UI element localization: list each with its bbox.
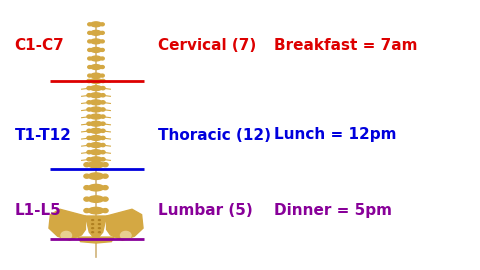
- Ellipse shape: [87, 101, 91, 104]
- Ellipse shape: [90, 129, 102, 133]
- Text: L1-L5: L1-L5: [14, 203, 61, 218]
- Ellipse shape: [101, 122, 105, 125]
- Ellipse shape: [84, 208, 90, 213]
- Ellipse shape: [101, 108, 105, 111]
- Ellipse shape: [102, 208, 108, 213]
- Ellipse shape: [91, 22, 101, 27]
- Text: Dinner = 5pm: Dinner = 5pm: [274, 203, 392, 218]
- Ellipse shape: [102, 197, 108, 201]
- Ellipse shape: [101, 101, 105, 104]
- Ellipse shape: [87, 108, 91, 111]
- Ellipse shape: [87, 122, 91, 125]
- Ellipse shape: [88, 207, 104, 214]
- Ellipse shape: [101, 136, 105, 140]
- Ellipse shape: [88, 184, 104, 191]
- Ellipse shape: [101, 115, 105, 118]
- Ellipse shape: [101, 79, 105, 83]
- Ellipse shape: [84, 197, 90, 201]
- Ellipse shape: [91, 73, 101, 78]
- Ellipse shape: [84, 186, 90, 190]
- Ellipse shape: [87, 158, 91, 161]
- Ellipse shape: [90, 79, 102, 83]
- Polygon shape: [49, 209, 85, 240]
- Ellipse shape: [87, 79, 91, 83]
- Ellipse shape: [88, 31, 92, 34]
- Ellipse shape: [61, 231, 72, 239]
- Ellipse shape: [87, 86, 91, 90]
- Text: Lumbar (5): Lumbar (5): [158, 203, 253, 218]
- Ellipse shape: [100, 40, 104, 43]
- Ellipse shape: [90, 150, 102, 155]
- Ellipse shape: [84, 174, 90, 178]
- Ellipse shape: [90, 107, 102, 112]
- Ellipse shape: [102, 174, 108, 178]
- Text: C1-C7: C1-C7: [14, 38, 64, 53]
- Text: Breakfast = 7am: Breakfast = 7am: [274, 38, 417, 53]
- Ellipse shape: [87, 129, 91, 133]
- Ellipse shape: [88, 74, 92, 77]
- Ellipse shape: [90, 157, 102, 162]
- Ellipse shape: [88, 66, 92, 69]
- Polygon shape: [78, 237, 114, 243]
- Ellipse shape: [90, 86, 102, 90]
- Ellipse shape: [88, 23, 92, 26]
- Polygon shape: [85, 216, 107, 240]
- Text: Thoracic (12): Thoracic (12): [158, 127, 271, 143]
- Ellipse shape: [87, 115, 91, 118]
- Ellipse shape: [88, 173, 104, 179]
- Ellipse shape: [90, 136, 102, 140]
- Ellipse shape: [101, 94, 105, 97]
- Ellipse shape: [88, 161, 104, 168]
- Ellipse shape: [92, 224, 94, 225]
- Ellipse shape: [101, 129, 105, 133]
- Ellipse shape: [101, 158, 105, 161]
- Polygon shape: [107, 209, 143, 240]
- Ellipse shape: [100, 23, 104, 26]
- Ellipse shape: [88, 49, 92, 52]
- Ellipse shape: [91, 48, 101, 52]
- Ellipse shape: [98, 224, 100, 225]
- Ellipse shape: [84, 163, 90, 167]
- Ellipse shape: [102, 186, 108, 190]
- Ellipse shape: [90, 121, 102, 126]
- Ellipse shape: [87, 136, 91, 140]
- Ellipse shape: [90, 100, 102, 105]
- Ellipse shape: [90, 93, 102, 98]
- Ellipse shape: [91, 39, 101, 44]
- Ellipse shape: [90, 143, 102, 147]
- Ellipse shape: [101, 86, 105, 90]
- Ellipse shape: [90, 114, 102, 119]
- Ellipse shape: [100, 74, 104, 77]
- Text: T1-T12: T1-T12: [14, 127, 71, 143]
- Ellipse shape: [88, 196, 104, 202]
- Text: Cervical (7): Cervical (7): [158, 38, 257, 53]
- Ellipse shape: [88, 57, 92, 60]
- Ellipse shape: [91, 56, 101, 61]
- Ellipse shape: [101, 151, 105, 154]
- Ellipse shape: [100, 57, 104, 60]
- Ellipse shape: [100, 31, 104, 34]
- Ellipse shape: [102, 163, 108, 167]
- Ellipse shape: [87, 151, 91, 154]
- Ellipse shape: [120, 231, 131, 239]
- Ellipse shape: [87, 143, 91, 147]
- Ellipse shape: [87, 94, 91, 97]
- Ellipse shape: [91, 31, 101, 35]
- Ellipse shape: [100, 49, 104, 52]
- Ellipse shape: [88, 40, 92, 43]
- Ellipse shape: [91, 65, 101, 69]
- Ellipse shape: [101, 143, 105, 147]
- Ellipse shape: [100, 66, 104, 69]
- Text: Lunch = 12pm: Lunch = 12pm: [274, 127, 396, 143]
